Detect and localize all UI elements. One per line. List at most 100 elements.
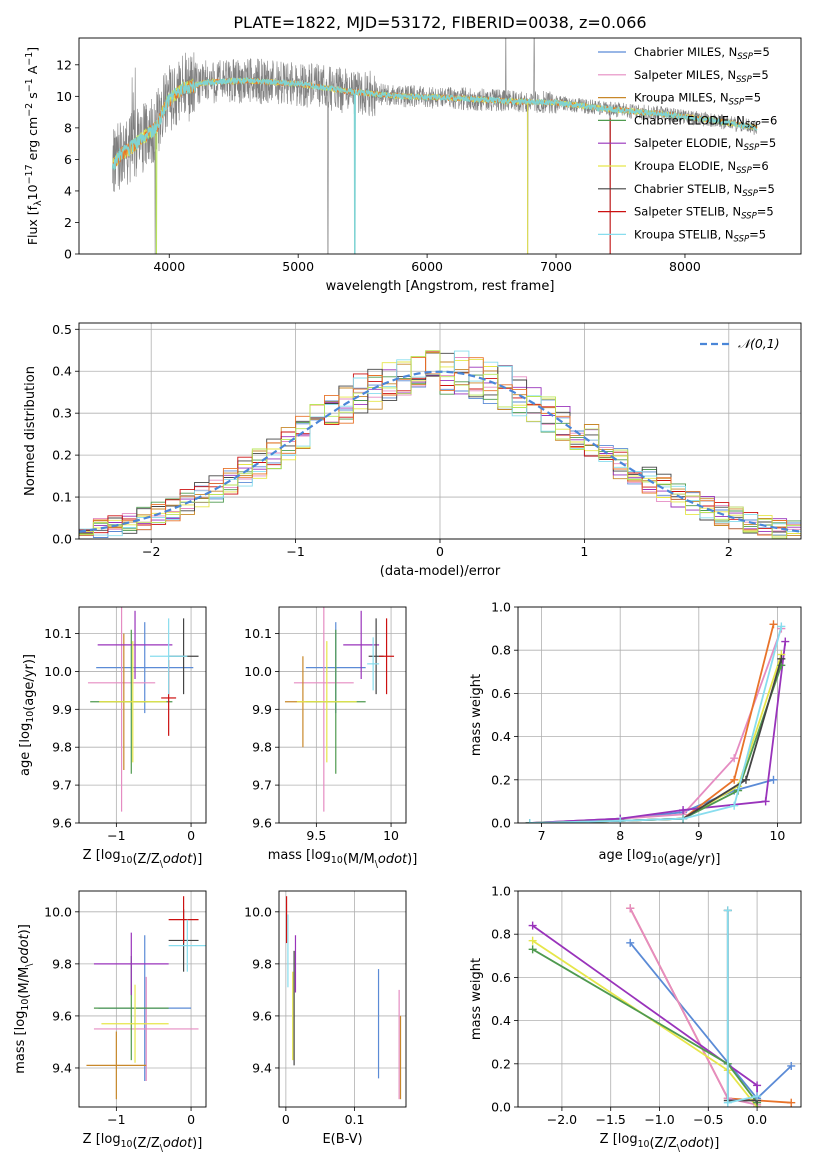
x-axis-label: age [log10(age/yr)] [599, 848, 721, 867]
y-tick-label: 0.0 [491, 816, 511, 831]
legend-label: Kroupa ELODIE, NSSP=6 [634, 159, 769, 176]
y-tick-label: 10.0 [44, 664, 72, 679]
x-tick-label: 6000 [411, 259, 443, 274]
histogram-series [79, 357, 801, 539]
legend-label: Kroupa MILES, NSSP=5 [634, 91, 761, 108]
x-axis-label: mass [log10(M/M\odot)] [268, 848, 418, 870]
x-tick-label: 10 [769, 828, 785, 843]
y-tick-label: 0.4 [491, 729, 511, 744]
y-tick-label: 8 [64, 120, 72, 135]
axes-frame [78, 890, 207, 1108]
x-axis-label: wavelength [Angstrom, rest frame] [326, 279, 555, 294]
y-tick-label: 0.8 [491, 927, 511, 942]
figure-title: PLATE=1822, MJD=53172, FIBERID=0038, z=0… [233, 13, 646, 32]
x-tick-label: −2 [142, 544, 160, 559]
axes-frame [278, 890, 407, 1108]
spectrum-model-line [111, 76, 758, 254]
y-tick-label: 9.8 [52, 956, 72, 971]
y-tick-label: 1.0 [491, 884, 511, 899]
x-tick-label: −1.5 [596, 1112, 626, 1127]
y-tick-label: 0.0 [491, 1100, 511, 1115]
y-tick-label: 12 [56, 57, 72, 72]
y-tick-label: 9.6 [52, 816, 72, 831]
x-tick-label: −1 [107, 1112, 125, 1127]
y-axis-label: Normed distribution [23, 366, 38, 496]
y-tick-label: 9.4 [52, 1060, 72, 1075]
plot-content [86, 896, 206, 1100]
legend-label: Salpeter STELIB, NSSP=5 [634, 205, 774, 222]
plot-content [284, 607, 395, 812]
y-tick-label: 10 [56, 89, 72, 104]
axes-age_vs_Z: −1 0 9.6 9.7 9.8 9.9 10.0 10.1 Z [log10(Z/Z\odot… [18, 606, 207, 870]
legend-label: Kroupa STELIB, NSSP=5 [634, 227, 766, 244]
plot-content [525, 620, 790, 823]
x-axis-label: Z [log10(Z/Z\odot)] [600, 1132, 720, 1154]
y-tick-label: 10.1 [44, 626, 72, 641]
legend: Chabrier MILES, NSSP=5 Salpeter MILES, NS… [598, 45, 777, 244]
x-tick-label: 0.0 [747, 1112, 767, 1127]
x-tick-label: 5000 [282, 259, 314, 274]
y-axis-label: mass weight [469, 674, 484, 756]
y-axis-label: Flux [fλ10−17 erg cm−2 s−1 A−1] [24, 47, 44, 245]
x-tick-label: 7000 [540, 259, 572, 274]
y-tick-label: 9.6 [252, 816, 272, 831]
axes-frame [517, 890, 802, 1108]
x-tick-label: 9.5 [306, 828, 326, 843]
x-tick-label: 1 [580, 544, 588, 559]
y-tick-label: 6 [64, 152, 72, 167]
axes-frame [517, 606, 802, 824]
y-tick-label: 10.0 [44, 904, 72, 919]
plot-content [111, 38, 758, 254]
plot-content [87, 607, 199, 812]
y-tick-label: 4 [64, 183, 72, 198]
y-tick-label: 0 [64, 247, 72, 262]
x-axis-label: (data-model)/error [380, 564, 501, 579]
x-tick-label: −1 [286, 544, 304, 559]
axes-age_vs_mass: 9.5 10 9.6 9.7 9.8 9.9 10.0 10.1 mass [log10(M/M… [244, 606, 418, 870]
y-tick-label: 0.6 [491, 686, 511, 701]
x-tick-label: 8000 [669, 259, 701, 274]
y-tick-label: 9.8 [52, 740, 72, 755]
y-tick-label: 10.1 [244, 626, 272, 641]
axes-mass_weight_vs_Z: −2.0 −1.5 −1.0 −0.5 0.0 0.0 0.2 0.4 0.6 0.8 1.0 Z [… [469, 884, 802, 1154]
axes-residuals: −2 −1 0 1 2 0.0 0.1 0.2 0.3 0.4 0.5 (data-model)/er… [23, 322, 802, 579]
y-tick-label: 9.4 [252, 1060, 272, 1075]
x-axis-label: Z [log10(Z/Z\odot)] [83, 1132, 203, 1154]
axes-frame [78, 322, 802, 540]
y-axis-label: age [log10(age/yr)] [18, 654, 37, 776]
y-tick-label: 0.8 [491, 643, 511, 658]
x-tick-label: 0 [436, 544, 444, 559]
y-tick-label: 0.2 [491, 1056, 511, 1071]
y-tick-label: 0.1 [52, 490, 72, 505]
y-tick-label: 0.6 [491, 970, 511, 985]
y-tick-label: 0.2 [52, 448, 72, 463]
plot-content [79, 350, 801, 539]
y-tick-label: 9.9 [52, 702, 72, 717]
y-tick-label: 9.9 [252, 702, 272, 717]
y-tick-label: 9.6 [52, 1008, 72, 1023]
x-tick-label: 7 [538, 828, 546, 843]
x-tick-label: −0.5 [693, 1112, 723, 1127]
legend-label: Chabrier STELIB, NSSP=5 [634, 182, 775, 199]
y-tick-label: 2 [64, 215, 72, 230]
x-tick-label: 0 [187, 828, 195, 843]
y-tick-label: 1.0 [491, 600, 511, 615]
x-tick-label: 8 [616, 828, 624, 843]
y-tick-label: 9.7 [252, 778, 272, 793]
legend-label: 𝒩(0,1) [738, 336, 780, 351]
axes-spectrum: 4000 5000 6000 7000 8000 0 2 4 6 8 10 12 wavelength … [24, 37, 802, 294]
axes-mass_weight_vs_age: 7 8 9 10 0.0 0.2 0.4 0.6 0.8 1.0 age [log10(age/yr… [469, 600, 802, 867]
legend-label: Chabrier ELODIE, NSSP=6 [634, 113, 777, 130]
x-tick-label: 4000 [153, 259, 185, 274]
y-tick-label: 9.8 [252, 956, 272, 971]
legend-label: Chabrier MILES, NSSP=5 [634, 45, 770, 62]
histogram-series [79, 350, 801, 539]
y-tick-label: 0.2 [491, 772, 511, 787]
y-tick-label: 10.0 [244, 904, 272, 919]
y-tick-label: 0.3 [52, 406, 72, 421]
x-tick-label: −1.0 [644, 1112, 674, 1127]
x-tick-label: 0 [282, 1112, 290, 1127]
y-tick-label: 0.0 [52, 532, 72, 547]
plots-layer: 4000 5000 6000 7000 8000024681012wavelength … [13, 37, 802, 1154]
